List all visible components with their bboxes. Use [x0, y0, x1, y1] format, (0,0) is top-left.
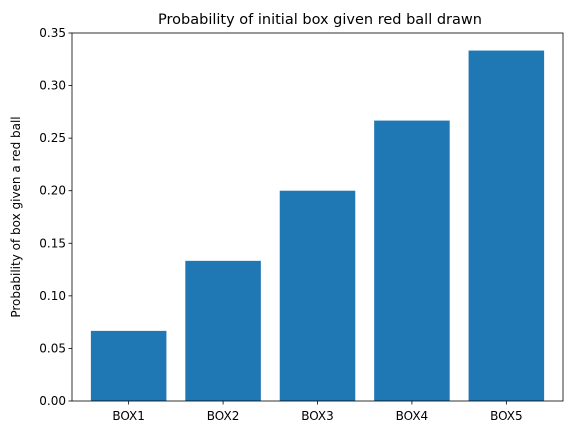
y-tick-label: 0.05	[39, 341, 66, 355]
plot-frame	[71, 32, 564, 402]
y-tick-label: 0.25	[39, 131, 66, 145]
x-tick-label: BOX5	[490, 409, 523, 423]
bar-box5	[468, 50, 545, 401]
bars-group	[90, 50, 545, 402]
chart-title: Probability of initial box given red bal…	[158, 12, 482, 28]
y-tick-label: 0.00	[39, 394, 66, 408]
y-tick-label: 0.15	[39, 236, 66, 250]
bar-box4	[374, 120, 450, 402]
x-tick-label: BOX1	[112, 409, 145, 423]
y-tick-label: 0.35	[39, 26, 66, 40]
x-tick-label: BOX3	[301, 409, 334, 423]
x-tick-label: BOX2	[207, 409, 240, 423]
y-ticks-group: 0.00 0.05 0.10 0.15 0.20 0.25 0.30 0.35	[39, 26, 72, 408]
x-ticks-group: BOX1 BOX2 BOX3 BOX4 BOX5	[112, 401, 523, 423]
y-tick-label: 0.20	[39, 184, 66, 198]
y-tick-label: 0.30	[39, 79, 66, 93]
y-axis-label: Probability of box given a red ball	[9, 116, 23, 317]
bar-box3	[279, 190, 356, 401]
y-tick-label: 0.10	[39, 289, 66, 303]
bar-box2	[185, 260, 261, 401]
x-tick-label: BOX4	[396, 409, 429, 423]
bar-box1	[90, 330, 167, 401]
